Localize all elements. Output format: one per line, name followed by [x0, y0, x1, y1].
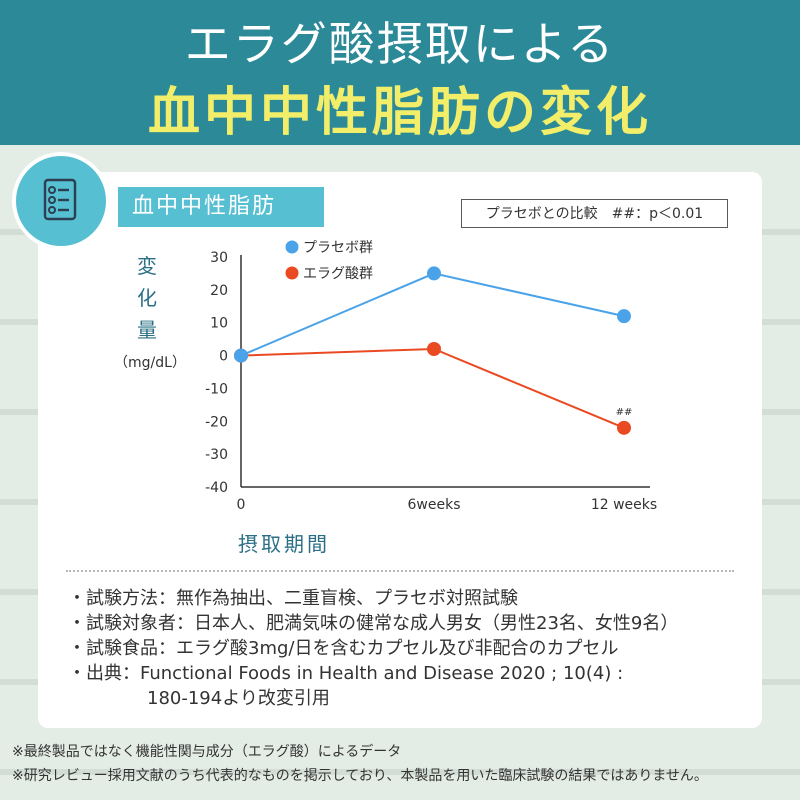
document-list-icon: [43, 178, 77, 221]
footnote-1: ※最終製品ではなく機能性関与成分（エラグ酸）によるデータ: [12, 744, 402, 760]
note-source: ・出典：Functional Foods in Health and Disea…: [68, 663, 624, 684]
y-axis-unit: （mg/dL）: [114, 355, 186, 371]
significance-note: プラセボとの比較 ##：p＜0.01: [461, 199, 728, 228]
page-title-line2: 血中中性脂肪の変化: [147, 83, 652, 143]
y-axis-label: 変化量: [137, 254, 157, 342]
footnotes: ※最終製品ではなく機能性関与成分（エラグ酸）によるデータ ※研究レビュー採用文献…: [12, 740, 800, 788]
footnote-2: ※研究レビュー採用文献のうち代表的なものを掲示しており、本製品を用いた臨床試験の…: [12, 768, 708, 784]
chart-card: [38, 172, 762, 728]
divider: [66, 570, 734, 572]
note-method: ・試験方法：無作為抽出、二重盲検、プラセボ対照試験: [68, 588, 518, 609]
header-banner: エラグ酸摂取による 血中中性脂肪の変化: [0, 0, 800, 145]
x-axis-label: 摂取期間: [238, 532, 330, 556]
note-source-cont: 180-194より改変引用: [147, 688, 330, 709]
note-test-food: ・試験食品：エラグ酸3mg/日を含むカプセル及び非配合のカプセル: [68, 638, 619, 659]
page-title-line1: エラグ酸摂取による: [184, 17, 616, 71]
chart-tag-label: 血中中性脂肪: [118, 187, 324, 227]
study-notes: ・試験方法：無作為抽出、二重盲検、プラセボ対照試験 ・試験対象者：日本人、肥満気…: [68, 586, 748, 711]
document-icon-badge: [12, 152, 110, 250]
note-subjects: ・試験対象者：日本人、肥満気味の健常な成人男女（男性23名、女性9名）: [68, 613, 679, 634]
